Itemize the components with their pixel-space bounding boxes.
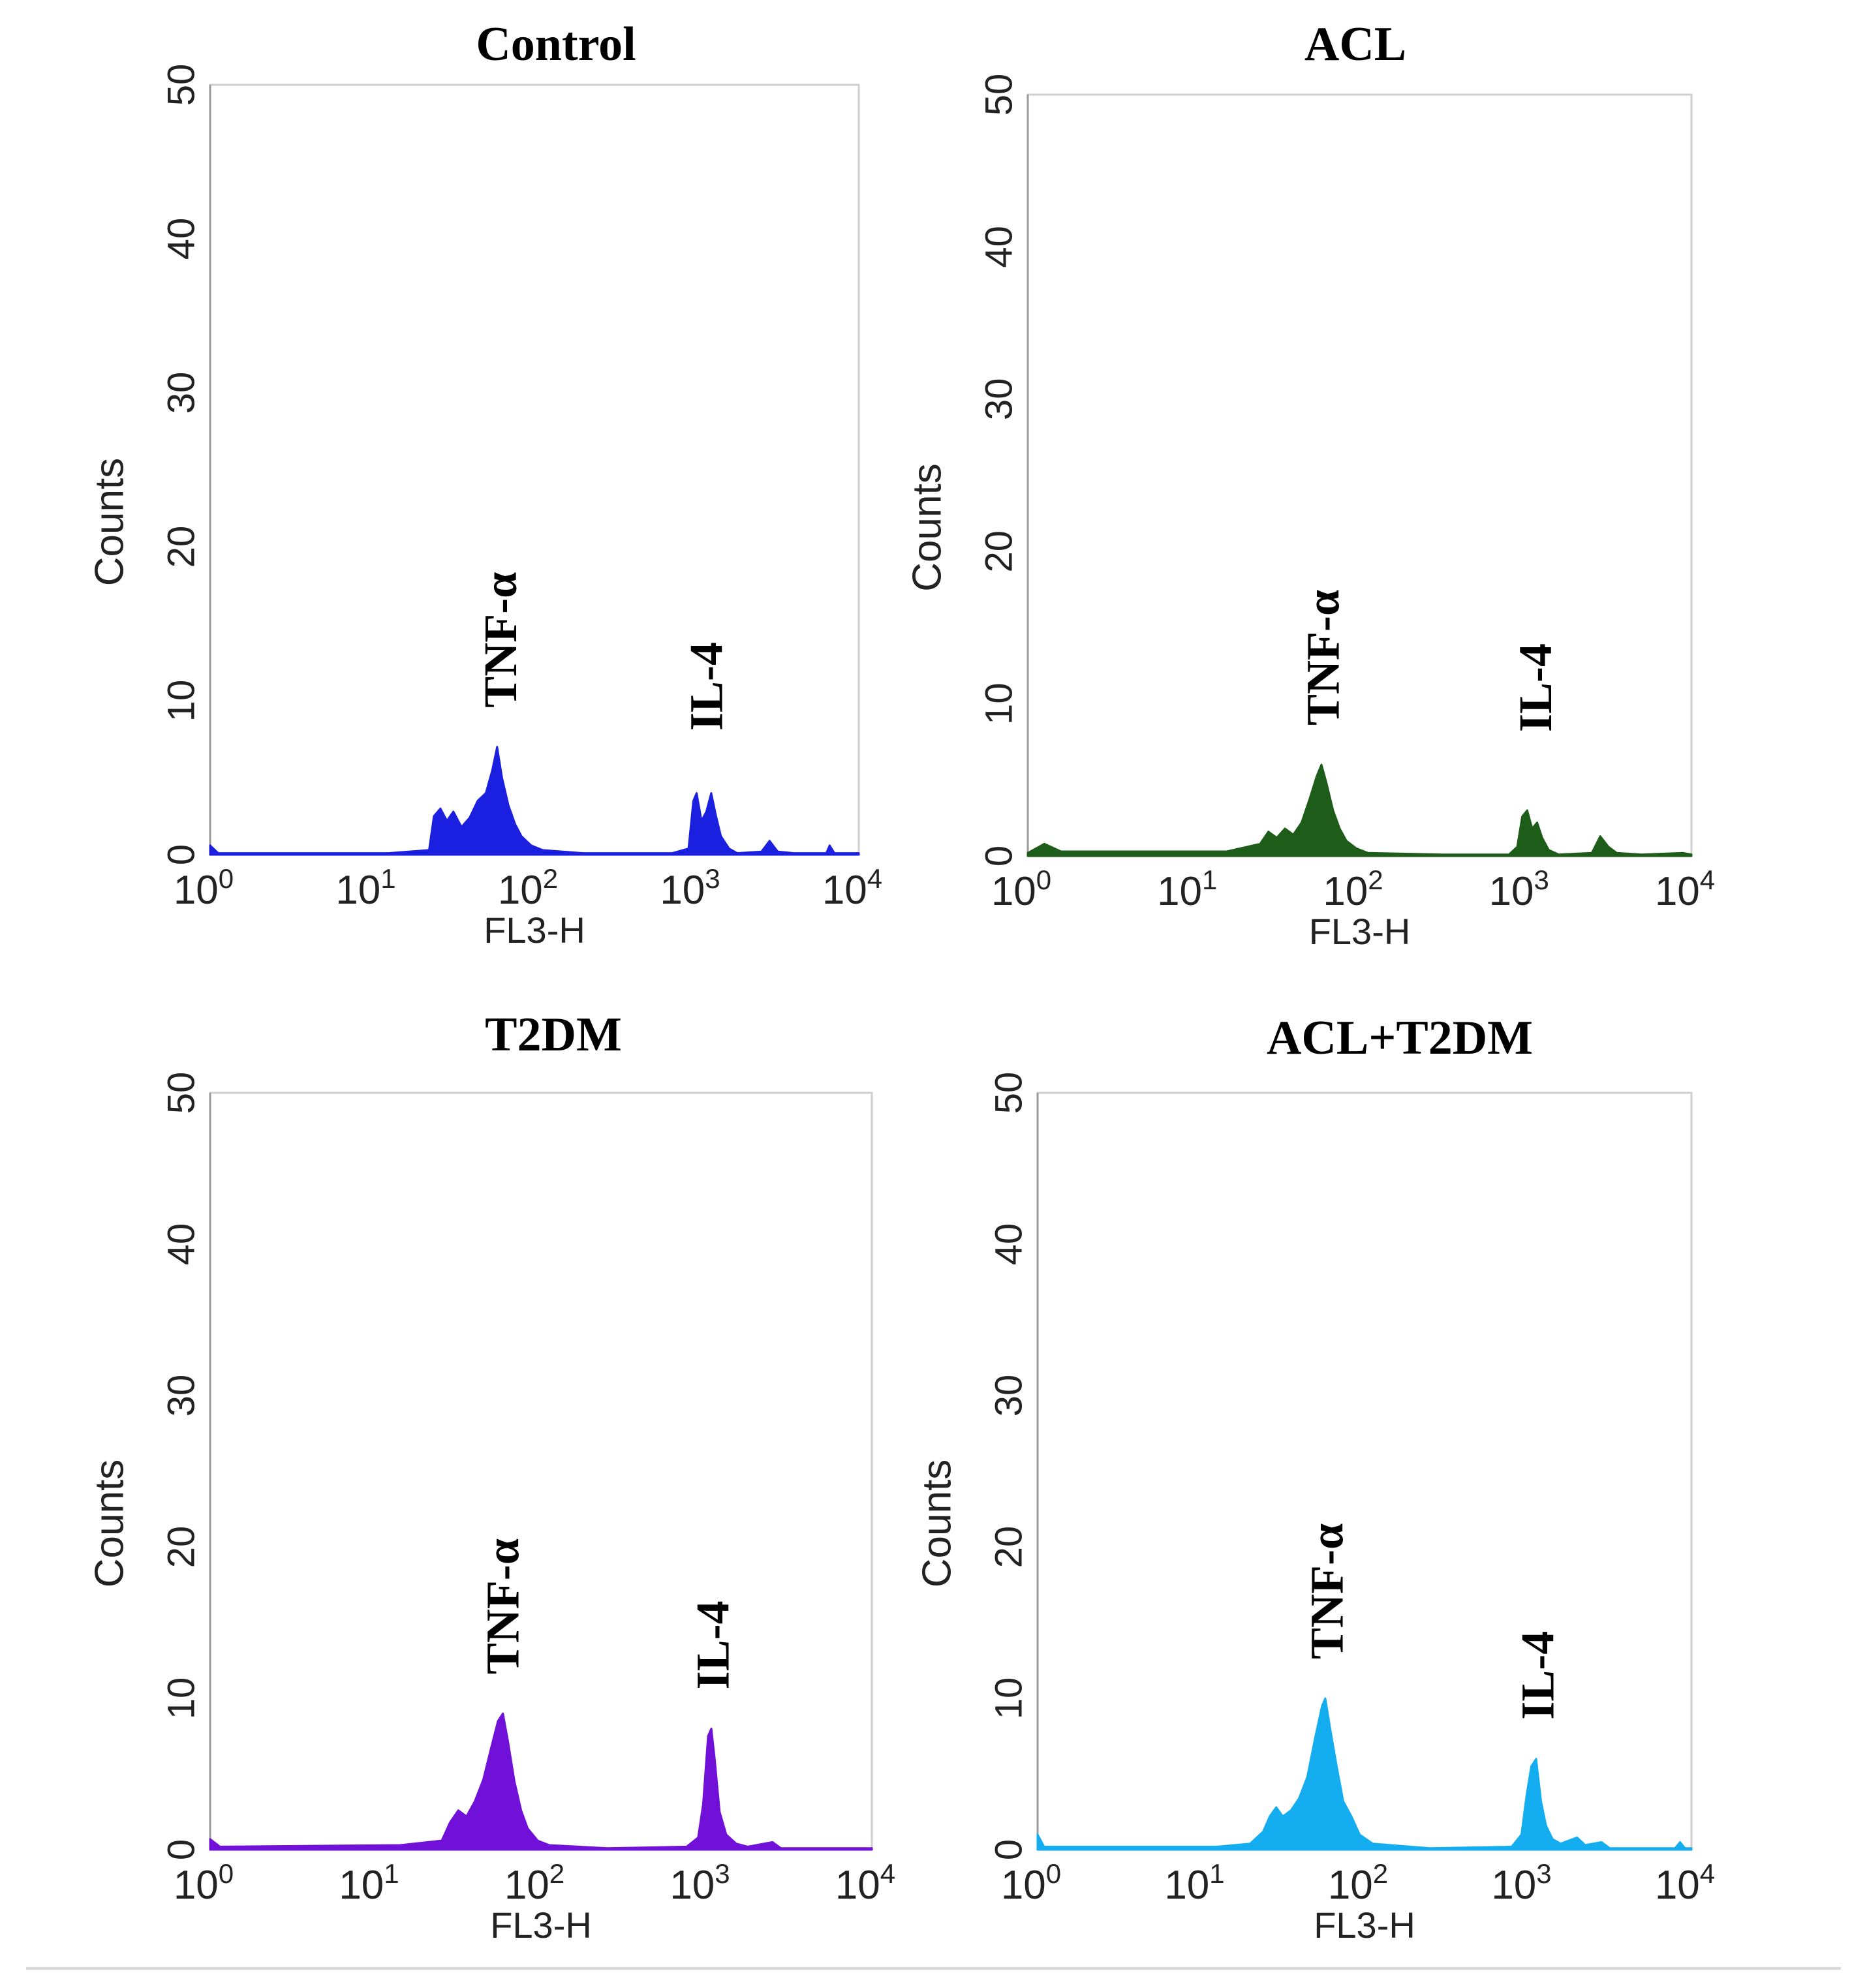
histogram-panel: T2DM 0 10 20 30 40 50 100 101 102 103 104 FL3-H Count… [87,1008,895,1946]
y-tick-label: 0 [160,1839,202,1860]
y-tick-label: 10 [987,1677,1030,1720]
y-tick-label: 10 [160,1677,202,1720]
y-tick-label: 40 [978,226,1020,268]
x-tick-label: 101 [1157,864,1217,914]
x-tick-label: 104 [835,1858,895,1908]
x-tick-label: 102 [498,863,558,913]
histogram-panel: ACL 0 10 20 30 40 50 100 101 102 103 104 FL3-H Counts… [904,18,1715,952]
x-tick-label: 103 [1489,864,1549,914]
histogram-panel: ACL+T2DM 0 10 20 30 40 50 100 101 102 103 104 FL3-H C… [914,1011,1715,1946]
panel-title: ACL [1304,18,1406,71]
peak-label: TNF-α [474,572,527,708]
x-tick-label: 104 [822,863,882,913]
y-tick-label: 20 [978,530,1020,573]
x-tick-label: 104 [1655,864,1715,914]
panel-title: ACL+T2DM [1267,1011,1533,1065]
peak-label: TNF-α [1297,590,1350,726]
y-tick-label: 50 [160,1072,202,1114]
histogram-panel: Control 0 10 20 30 40 50 100 101 102 103 104 FL3-H Co… [87,18,882,951]
x-tick-label: 103 [660,863,720,913]
peak-label: TNF-α [477,1538,529,1674]
y-tick-label: 10 [978,682,1020,725]
histogram-area [1036,1697,1693,1851]
y-tick-label: 50 [978,74,1020,116]
y-tick-label: 50 [160,64,202,106]
x-tick-label: 103 [1491,1858,1551,1908]
x-axis-label: FL3-H [484,910,585,951]
x-axis-label: FL3-H [1314,1904,1415,1946]
y-tick-label: 0 [987,1839,1030,1860]
histogram-area [209,1712,873,1851]
x-tick-label: 101 [1164,1858,1224,1908]
plot-frame [209,1092,873,1851]
peak-label: IL-4 [680,642,732,731]
y-tick-label: 30 [160,372,202,414]
x-axis-label: FL3-H [1309,911,1411,952]
plot-frame [1026,93,1693,857]
plot-frame [209,84,860,856]
x-tick-label: 100 [991,864,1051,914]
plot-frame [1036,1092,1693,1851]
peak-label: IL-4 [1512,1631,1564,1720]
x-tick-label: 102 [504,1858,564,1908]
y-tick-label: 50 [987,1072,1030,1114]
x-tick-label: 104 [1655,1858,1715,1908]
histogram-area [209,746,860,856]
peak-label: IL-4 [687,1600,739,1689]
x-tick-label: 101 [339,1858,399,1908]
peak-label: IL-4 [1509,643,1562,732]
x-axis-label: FL3-H [490,1904,592,1946]
x-tick-label: 102 [1323,864,1383,914]
x-tick-label: 102 [1328,1858,1388,1908]
histogram-area [1026,763,1693,857]
y-tick-label: 40 [160,1223,202,1266]
y-tick-label: 30 [978,378,1020,421]
y-tick-label: 30 [987,1375,1030,1417]
x-tick-label: 100 [174,863,234,913]
panel-title: Control [476,18,636,71]
panel-title: T2DM [485,1008,622,1062]
y-axis-label: Counts [914,1460,959,1587]
y-axis-label: Counts [87,458,132,586]
y-tick-label: 30 [160,1375,202,1417]
x-tick-label: 100 [174,1858,234,1908]
y-tick-label: 0 [978,846,1020,866]
x-tick-label: 101 [335,863,395,913]
y-tick-label: 20 [160,526,202,568]
y-tick-label: 0 [160,844,202,865]
y-axis-label: Counts [87,1460,132,1587]
y-tick-label: 20 [160,1526,202,1568]
y-tick-label: 40 [987,1223,1030,1266]
y-axis-label: Counts [904,463,949,591]
y-tick-label: 10 [160,680,202,722]
x-tick-label: 103 [670,1858,730,1908]
y-tick-label: 20 [987,1526,1030,1568]
y-tick-label: 40 [160,218,202,260]
x-tick-label: 100 [1001,1858,1061,1908]
peak-label: TNF-α [1301,1523,1353,1659]
